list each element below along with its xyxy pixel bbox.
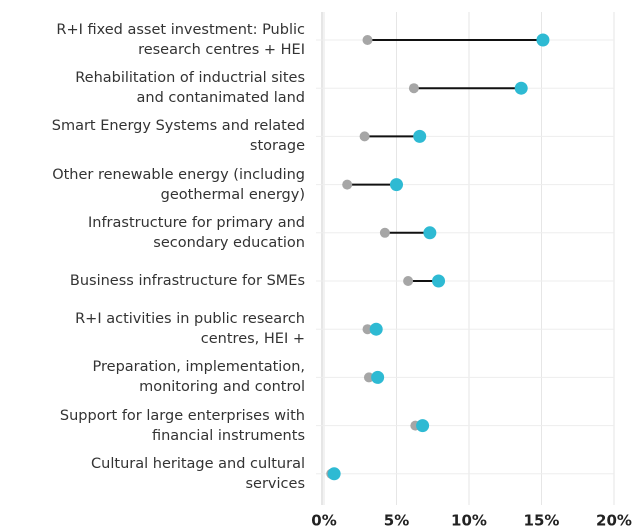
dot [390,178,403,192]
dot [423,226,437,240]
dot [363,372,374,383]
category-label: Cultural heritage and cultural services [91,455,305,492]
dot [379,227,390,238]
category-label: Rehabilitation of inductrial sites and c… [75,70,305,107]
dot [342,179,353,190]
category-label: Other renewable energy (including geothe… [52,166,305,203]
dot [359,131,370,142]
dot [416,419,430,433]
dot [362,35,373,45]
category-label: Infrastructure for primary and secondary… [87,214,305,251]
dot [408,83,419,94]
dot [369,322,383,336]
dot [432,274,446,288]
dot [327,467,341,481]
x-tick-label: 5% [384,512,409,530]
category-label: Business infrastructure for SMEs [69,273,305,289]
x-tick-label: 20% [596,512,632,530]
dot [514,81,528,95]
dot [371,370,385,384]
dot [536,33,550,47]
dot [403,276,414,286]
x-tick-label: 15% [524,512,560,530]
dot [362,324,373,335]
category-label: R+I fixed asset investment: Public resea… [56,22,305,58]
category-label: R+I activities in public research centre… [75,311,305,348]
category-label: Preparation, implementation, monitoring … [92,359,305,396]
dot [413,129,427,143]
x-tick-label: 0% [311,512,336,530]
x-tick-label: 10% [451,512,487,530]
category-label: Support for large enterprises with finan… [59,407,305,444]
category-label: Smart Energy Systems and related storage [51,118,305,155]
